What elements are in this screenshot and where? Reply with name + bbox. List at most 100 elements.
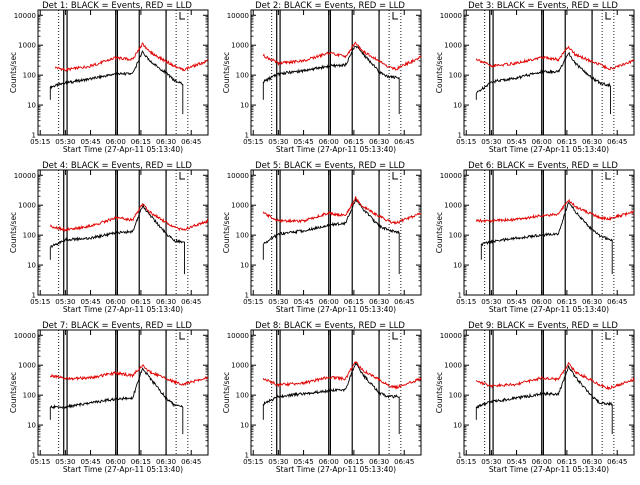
x-tick-label: 05:15 [30,298,50,306]
lld-trace [475,361,635,391]
panel-title: Det 2: BLACK = Events, RED = LLD [255,1,405,11]
panel-title: Det 1: BLACK = Events, RED = LLD [42,1,192,11]
x-tick-label: 05:30 [55,458,75,466]
x-tick-label: 06:00 [532,298,552,306]
x-axis-label: Start Time (27-Apr-11 05:13:40) [63,465,183,474]
x-axis-label: Start Time (27-Apr-11 05:13:40) [63,305,183,314]
y-tick-label: 1000 [444,202,462,210]
panel-title: Det 7: BLACK = Events, RED = LLD [42,321,192,331]
y-tick-label: 1000 [444,362,462,370]
panel-title: Det 5: BLACK = Events, RED = LLD [255,161,405,171]
y-tick-label: 100 [236,392,249,400]
x-tick-label: 06:00 [106,458,126,466]
x-tick-label: 06:30 [156,458,176,466]
x-tick-label: 05:15 [243,138,263,146]
x-tick-label: 05:45 [506,298,526,306]
events-trace [481,201,613,247]
bracket-mark [605,172,611,180]
y-tick-label: 1 [32,292,36,300]
y-tick-label: 1000 [18,362,36,370]
events-trace [50,204,185,249]
x-tick-label: 05:45 [293,298,313,306]
x-tick-label: 06:15 [131,138,151,146]
y-tick-label: 10 [453,102,462,110]
y-axis-label: Counts/sec [435,372,444,413]
x-tick-label: 05:45 [80,298,100,306]
x-tick-label: 06:30 [582,458,602,466]
events-trace [476,51,611,94]
x-tick-label: 05:45 [506,138,526,146]
x-tick-label: 06:30 [156,138,176,146]
y-tick-label: 1 [458,452,462,460]
x-tick-label: 06:00 [106,138,126,146]
x-axis-label: Start Time (27-Apr-11 05:13:40) [63,145,183,154]
x-tick-label: 05:45 [293,138,313,146]
x-tick-label: 05:30 [481,138,501,146]
x-tick-label: 05:15 [30,458,50,466]
lld-trace [54,42,209,72]
y-tick-label: 10 [27,422,36,430]
x-tick-label: 06:45 [607,138,627,146]
x-tick-label: 06:30 [369,298,389,306]
panel-det-9: Det 9: BLACK = Events, RED = LLD 1 10 100 10… [435,321,635,474]
x-axis-label: Start Time (27-Apr-11 05:13:40) [489,145,609,154]
y-tick-label: 1 [245,292,249,300]
x-tick-label: 06:45 [181,298,201,306]
y-axis-label: Counts/sec [435,212,444,253]
lld-trace [262,41,422,71]
x-tick-label: 05:30 [268,138,288,146]
y-tick-label: 1000 [18,202,36,210]
y-tick-label: 1 [32,132,36,140]
y-tick-label: 10000 [227,332,249,340]
x-tick-label: 06:30 [156,298,176,306]
x-tick-label: 06:00 [106,298,126,306]
panel-title: Det 9: BLACK = Events, RED = LLD [468,321,618,331]
y-tick-label: 1000 [231,42,249,50]
x-tick-label: 05:45 [80,138,100,146]
x-axis-label: Start Time (27-Apr-11 05:13:40) [276,145,396,154]
x-tick-label: 06:45 [181,458,201,466]
x-tick-label: 05:15 [456,138,476,146]
bracket-mark [392,332,398,340]
y-axis-label: Counts/sec [222,212,231,253]
y-tick-label: 100 [449,392,462,400]
plot-frame [463,329,635,456]
y-tick-label: 10000 [227,172,249,180]
y-tick-label: 10000 [440,12,462,20]
lld-trace [49,203,209,233]
y-axis-label: Counts/sec [435,52,444,93]
y-tick-label: 100 [449,72,462,80]
y-tick-label: 1 [458,132,462,140]
x-tick-label: 06:00 [319,138,339,146]
y-tick-label: 10000 [14,332,36,340]
x-tick-label: 05:30 [55,138,75,146]
x-tick-label: 06:45 [394,138,414,146]
plot-frame [250,329,422,456]
panel-title: Det 3: BLACK = Events, RED = LLD [468,1,618,11]
lld-trace [262,361,422,390]
x-tick-label: 06:45 [181,138,201,146]
y-tick-label: 1000 [444,42,462,50]
bracket-mark [605,332,611,340]
y-tick-label: 10 [240,262,249,270]
y-tick-label: 10000 [440,332,462,340]
panel-det-1: Det 1: BLACK = Events, RED = LLD 1 10 100 10… [9,1,209,154]
y-tick-label: 100 [236,72,249,80]
plot-frame [463,169,635,296]
x-tick-label: 06:15 [344,298,364,306]
x-tick-label: 06:00 [319,298,339,306]
x-tick-label: 06:45 [607,298,627,306]
x-tick-label: 06:15 [131,458,151,466]
x-tick-label: 05:15 [456,298,476,306]
y-tick-label: 10 [453,422,462,430]
x-tick-label: 06:45 [607,458,627,466]
y-tick-label: 10000 [227,12,249,20]
plot-frame [250,9,422,136]
y-axis-label: Counts/sec [9,372,18,413]
y-tick-label: 1000 [18,42,36,50]
x-tick-label: 05:15 [30,138,50,146]
y-axis-label: Counts/sec [9,212,18,253]
x-tick-label: 06:30 [582,298,602,306]
panel-det-3: Det 3: BLACK = Events, RED = LLD 1 10 100 10… [435,1,635,154]
